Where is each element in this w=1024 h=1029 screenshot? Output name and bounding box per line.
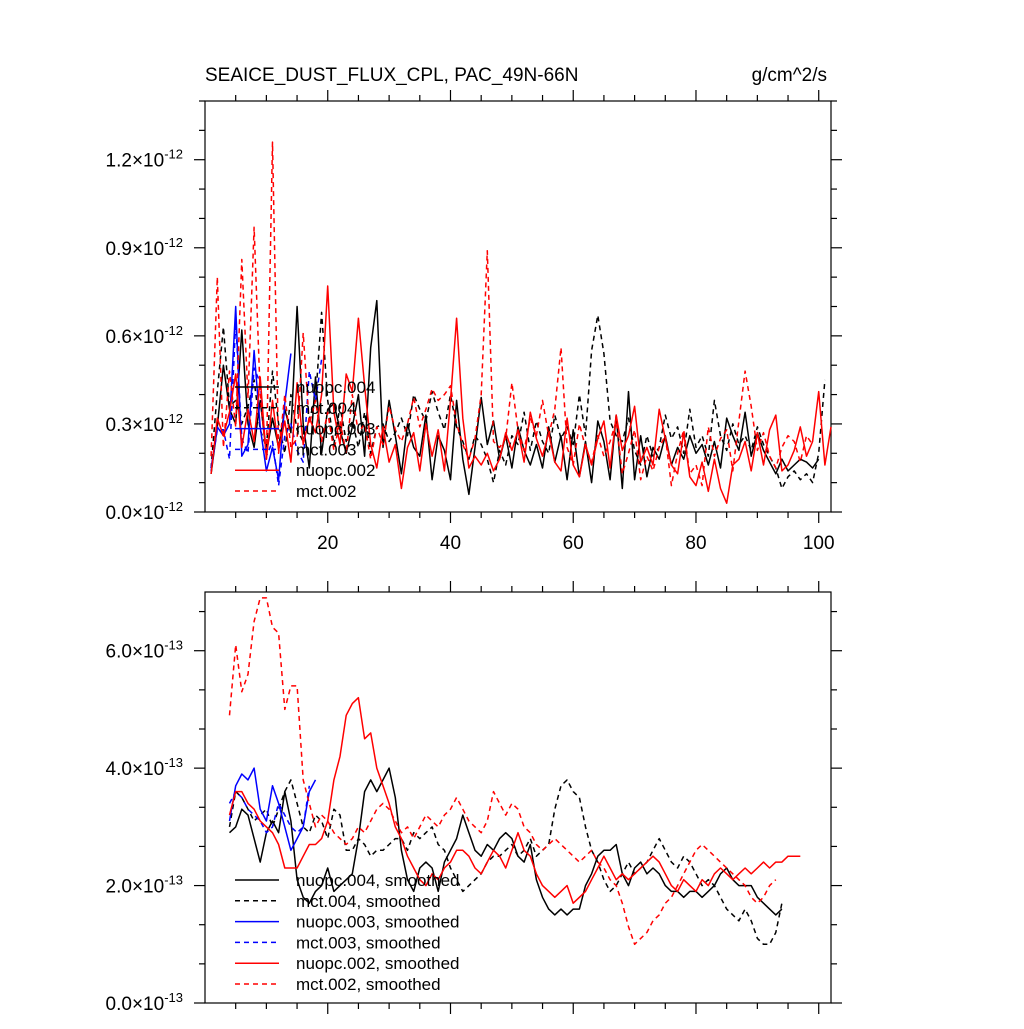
- bottom-series-line-6: [228, 597, 777, 946]
- bottom-y-tick-label: 4.0×10-13: [106, 755, 183, 780]
- bottom-series-line-3: [228, 767, 317, 852]
- bottom-legend-label: mct.003, smoothed: [296, 933, 441, 952]
- chart-title: SEAICE_DUST_FLUX_CPL, PAC_49N-66N: [205, 65, 578, 86]
- top-x-tick-label: 20: [317, 533, 338, 554]
- bottom-legend-label: mct.002, smoothed: [296, 975, 441, 994]
- top-series-line-1: [210, 299, 820, 496]
- top-legend-label: mct.004: [296, 399, 356, 418]
- top-x-tick-label: 60: [563, 533, 584, 554]
- top-y-tick-label: 0.3×10-12: [106, 411, 183, 436]
- top-legend-label: nuopc.003: [296, 420, 375, 439]
- top-y-tick-label: 0.9×10-12: [106, 235, 183, 260]
- bottom-tick-marks: [194, 581, 842, 1014]
- bottom-legend-label: mct.004, smoothed: [296, 892, 441, 911]
- top-legend-label: mct.003: [296, 440, 356, 459]
- top-y-tick-label: 1.2×10-12: [106, 147, 183, 172]
- bottom-series-line-1: [228, 767, 783, 916]
- top-series-line-5: [210, 285, 832, 504]
- top-x-tick-label: 80: [685, 533, 706, 554]
- top-legend-label: mct.002: [296, 482, 356, 501]
- top-tick-marks: [194, 90, 842, 523]
- bottom-legend-label: nuopc.002, smoothed: [296, 954, 460, 973]
- bottom-panel: 0.0×10-13 2.0×10-13 4.0×10-13 6.0×10-13 nuop…: [106, 581, 842, 1015]
- bottom-series-line-5: [228, 696, 801, 904]
- top-y-tick-label: 0.6×10-12: [106, 323, 183, 348]
- bottom-y-tick-label: 6.0×10-13: [106, 638, 183, 663]
- chart-units: g/cm^2/s: [752, 65, 827, 86]
- bottom-legend-label: nuopc.004, smoothed: [296, 871, 460, 890]
- top-x-tick-label: 40: [440, 533, 461, 554]
- top-y-tick-label: 0.0×10-12: [106, 499, 183, 524]
- top-legend-label: nuopc.004: [296, 378, 375, 397]
- bottom-legend-label: nuopc.003, smoothed: [296, 913, 460, 932]
- top-series-line-6: [210, 141, 814, 487]
- bottom-y-tick-label: 2.0×10-13: [106, 873, 183, 898]
- top-series-line-2: [210, 311, 826, 490]
- top-legend-label: nuopc.002: [296, 461, 375, 480]
- bottom-y-tick-label: 0.0×10-13: [106, 990, 183, 1015]
- bottom-plot-frame: [204, 591, 832, 1004]
- top-x-tick-label: 100: [803, 533, 835, 554]
- bottom-legend: nuopc.004, smoothed mct.004, smoothed nuop…: [235, 871, 460, 994]
- top-panel: 20 40 60 80 100 0.0×10-12 0.3×10-12 0.6×10-12 0.…: [106, 90, 842, 554]
